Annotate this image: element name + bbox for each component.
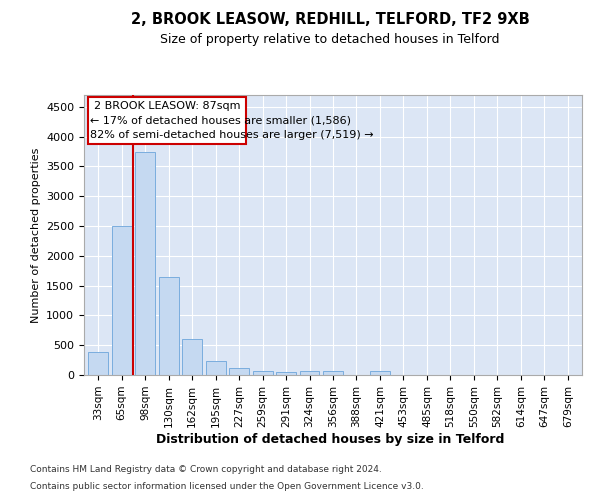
Bar xyxy=(112,226,131,375)
Bar xyxy=(253,371,272,375)
Text: Contains public sector information licensed under the Open Government Licence v3: Contains public sector information licen… xyxy=(30,482,424,491)
Text: 2 BROOK LEASOW: 87sqm: 2 BROOK LEASOW: 87sqm xyxy=(94,101,240,111)
Bar xyxy=(88,352,108,375)
Bar xyxy=(206,360,226,375)
Bar xyxy=(370,372,390,375)
Text: 82% of semi-detached houses are larger (7,519) →: 82% of semi-detached houses are larger (… xyxy=(90,130,373,140)
Text: Size of property relative to detached houses in Telford: Size of property relative to detached ho… xyxy=(160,32,500,46)
Y-axis label: Number of detached properties: Number of detached properties xyxy=(31,148,41,322)
Bar xyxy=(229,368,249,375)
Text: Contains HM Land Registry data © Crown copyright and database right 2024.: Contains HM Land Registry data © Crown c… xyxy=(30,466,382,474)
Text: Distribution of detached houses by size in Telford: Distribution of detached houses by size … xyxy=(156,432,504,446)
Text: 2, BROOK LEASOW, REDHILL, TELFORD, TF2 9XB: 2, BROOK LEASOW, REDHILL, TELFORD, TF2 9… xyxy=(131,12,529,28)
Bar xyxy=(158,278,179,375)
FancyBboxPatch shape xyxy=(88,98,246,144)
Text: ← 17% of detached houses are smaller (1,586): ← 17% of detached houses are smaller (1,… xyxy=(90,116,351,126)
Bar xyxy=(323,372,343,375)
Bar xyxy=(135,152,155,375)
Bar xyxy=(182,340,202,375)
Bar xyxy=(299,372,319,375)
Bar xyxy=(276,372,296,375)
